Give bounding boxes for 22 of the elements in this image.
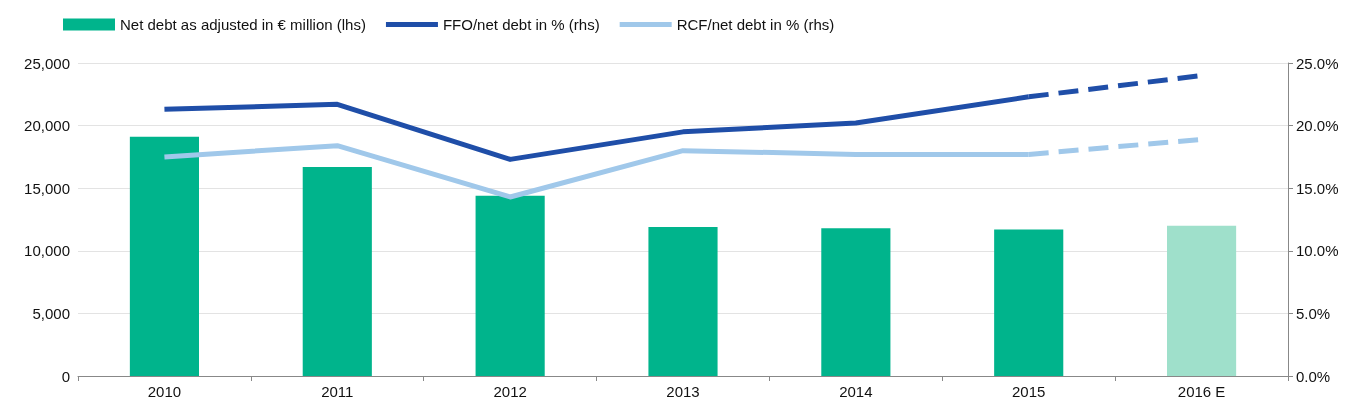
legend-label: Net debt as adjusted in € million (lhs) xyxy=(120,16,366,33)
x-tick-label: 2013 xyxy=(666,383,700,400)
y-tick-label: 0 xyxy=(61,367,70,385)
x-tick-label: 2012 xyxy=(493,383,527,400)
y2-tick-label: 5.0% xyxy=(1296,304,1331,322)
x-tick-label: 2015 xyxy=(1012,383,1046,400)
legend-label: RCF/net debt in % (rhs) xyxy=(676,16,835,33)
x-tick-label: 2014 xyxy=(839,383,873,400)
y2-tick-label: 0.0% xyxy=(1296,367,1331,385)
y-tick-label: 10,000 xyxy=(24,242,70,260)
x-tick-label: 2011 xyxy=(321,383,354,400)
y2-tick-label: 10.0% xyxy=(1296,242,1339,260)
y-tick-label: 25,000 xyxy=(24,54,70,72)
y2-tick-label: 25.0% xyxy=(1296,54,1339,72)
y2-tick-label: 20.0% xyxy=(1296,117,1339,135)
x-tick-label: 2016 E xyxy=(1177,383,1226,400)
y-tick-label: 5,000 xyxy=(32,304,70,322)
y-tick-label: 20,000 xyxy=(24,117,70,135)
y-tick-label: 15,000 xyxy=(24,179,70,197)
y2-tick-label: 15.0% xyxy=(1296,179,1339,197)
x-tick-label: 2010 xyxy=(147,383,182,400)
legend-label: FFO/net debt in % (rhs) xyxy=(442,16,600,33)
